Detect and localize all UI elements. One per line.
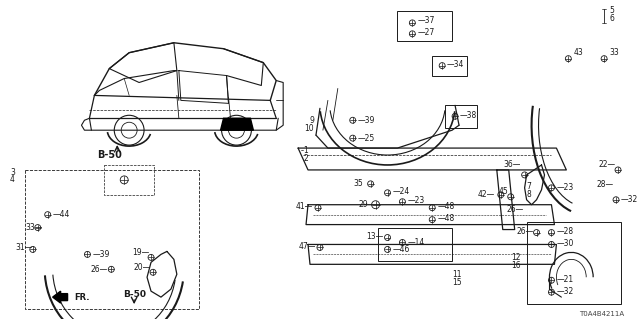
Text: 4: 4 — [10, 175, 15, 184]
FancyArrow shape — [52, 291, 68, 303]
Text: 22—: 22— — [599, 160, 616, 170]
Text: 26—: 26— — [516, 227, 534, 236]
Text: 16: 16 — [512, 261, 522, 270]
Text: —14: —14 — [408, 238, 424, 247]
Bar — [527, 222, 621, 304]
Text: B-50: B-50 — [123, 290, 146, 299]
Bar — [432, 56, 467, 76]
Text: —24: —24 — [392, 187, 410, 196]
Text: 42—: 42— — [477, 190, 495, 199]
Text: —48: —48 — [437, 214, 454, 223]
Text: 3: 3 — [10, 168, 15, 177]
Text: 45: 45 — [499, 187, 509, 196]
Text: —46: —46 — [392, 245, 410, 254]
Text: 36—: 36— — [503, 160, 521, 170]
Text: 7: 7 — [527, 182, 531, 191]
Text: 47—: 47— — [299, 242, 316, 251]
Text: 5: 5 — [609, 6, 614, 15]
Text: 20—: 20— — [134, 263, 151, 272]
Text: 29: 29 — [358, 200, 367, 209]
Text: —34: —34 — [447, 60, 465, 69]
Text: —32: —32 — [621, 195, 638, 204]
Text: —48: —48 — [437, 202, 454, 211]
Text: 6: 6 — [609, 14, 614, 23]
Text: 2: 2 — [303, 154, 308, 163]
Text: 33: 33 — [609, 48, 619, 57]
Bar — [378, 228, 452, 261]
Text: —25: —25 — [358, 134, 375, 143]
Text: —30: —30 — [556, 239, 574, 248]
Text: 10: 10 — [305, 124, 314, 133]
Text: 12: 12 — [512, 253, 521, 262]
Text: 26—: 26— — [506, 205, 524, 214]
Text: 19—: 19— — [132, 248, 149, 257]
Text: 43: 43 — [573, 48, 583, 57]
Text: —23: —23 — [408, 196, 424, 205]
Text: 13—: 13— — [366, 232, 383, 241]
Text: 28—: 28— — [597, 180, 614, 189]
Text: —32: —32 — [556, 287, 573, 296]
Text: —38: —38 — [460, 111, 477, 120]
Text: —44: —44 — [52, 210, 70, 219]
Text: 1: 1 — [303, 146, 308, 155]
Text: B-50: B-50 — [97, 150, 122, 160]
Polygon shape — [221, 118, 253, 130]
Text: —28: —28 — [556, 227, 573, 236]
Text: —37: —37 — [417, 16, 435, 25]
Text: —21: —21 — [556, 275, 573, 284]
Text: —39: —39 — [358, 116, 375, 125]
Bar — [104, 165, 154, 195]
Text: 33—: 33— — [26, 223, 43, 232]
Text: 41—: 41— — [296, 202, 313, 211]
Text: —39: —39 — [92, 250, 110, 259]
Text: 15: 15 — [452, 278, 461, 287]
Text: —27: —27 — [417, 28, 435, 37]
Text: 8: 8 — [527, 190, 531, 199]
Text: 11: 11 — [452, 270, 461, 279]
Text: —23: —23 — [556, 183, 573, 192]
Text: 35: 35 — [353, 179, 363, 188]
Text: FR.: FR. — [74, 292, 90, 302]
Bar — [397, 11, 452, 41]
Text: 31—: 31— — [15, 243, 33, 252]
Bar — [445, 105, 477, 128]
Text: 26—: 26— — [90, 265, 108, 274]
Bar — [25, 170, 198, 309]
Text: T0A4B4211A: T0A4B4211A — [579, 311, 624, 317]
Text: 9: 9 — [309, 116, 314, 125]
